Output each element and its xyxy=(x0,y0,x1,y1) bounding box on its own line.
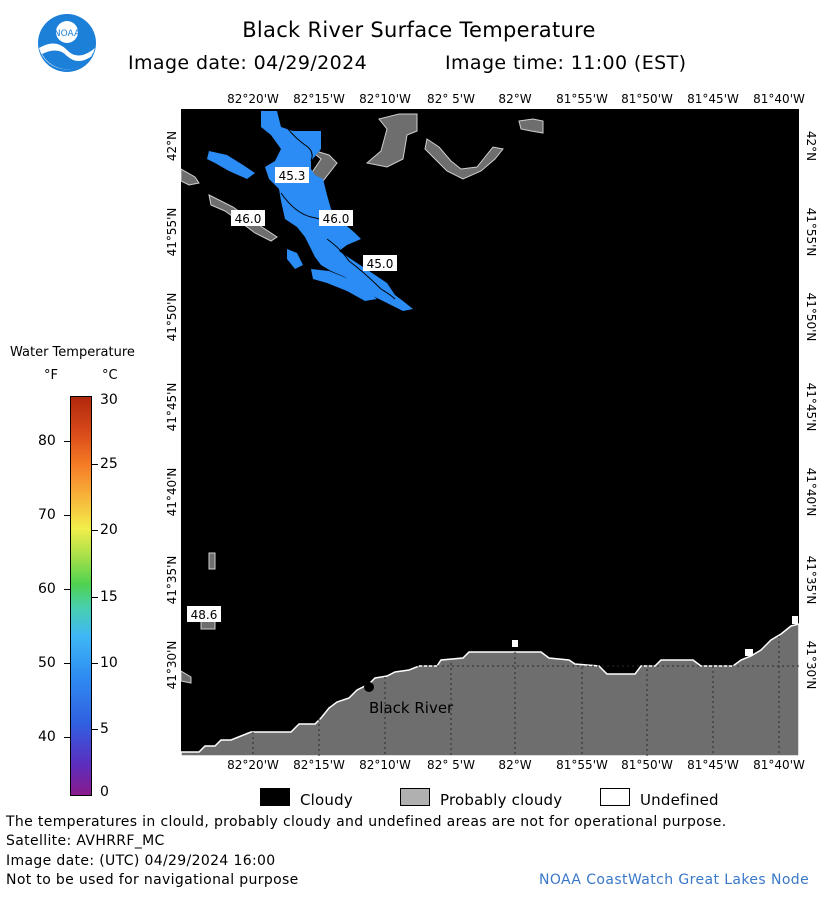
lat-label-right: 41°40'N xyxy=(804,467,818,517)
celsius-tick: 5 xyxy=(100,721,109,737)
colorbar-tickmark xyxy=(92,597,98,598)
colorbar-tickmark xyxy=(92,530,98,531)
colorbar-tickmark xyxy=(64,737,70,738)
lon-label-top: 81°50'W xyxy=(621,92,673,106)
utc-date-text: Image date: (UTC) 04/29/2024 16:00 xyxy=(6,853,276,869)
unit-fahrenheit: °F xyxy=(44,368,58,383)
undefined-area xyxy=(512,640,518,647)
lat-label-left: 41°45'N xyxy=(165,382,179,432)
celsius-tick: 20 xyxy=(100,522,118,538)
lat-label-left: 41°35'N xyxy=(165,555,179,605)
contour-label: 45.0 xyxy=(367,257,394,271)
contour-label: 45.3 xyxy=(279,169,306,183)
logo-text: NOAA xyxy=(54,29,81,39)
lon-label-bottom: 81°55'W xyxy=(556,758,608,772)
lat-label-left: 42°N xyxy=(165,130,179,162)
lon-label-top: 82°15'W xyxy=(293,92,345,106)
lon-label-bottom: 82°W xyxy=(498,758,532,772)
undefined-label: Undefined xyxy=(640,791,719,809)
page-title: Black River Surface Temperature xyxy=(242,18,596,42)
water-temperature-area xyxy=(207,111,413,311)
temperature-map: 45.3 46.0 46.0 45.0 48.6 Black River xyxy=(181,109,799,756)
lat-label-right: 41°50'N xyxy=(804,292,818,342)
probably-cloudy-label: Probably cloudy xyxy=(440,791,563,809)
contour-label: 48.6 xyxy=(191,608,218,622)
colorbar-tickmark xyxy=(92,663,98,664)
satellite-text: Satellite: AVHRRF_MC xyxy=(6,833,165,849)
lon-label-bottom: 82°15'W xyxy=(293,758,345,772)
colorbar-tickmark xyxy=(64,589,70,590)
lon-label-bottom: 82°20'W xyxy=(227,758,279,772)
contour-label: 46.0 xyxy=(235,212,262,226)
lat-label-right: 41°55'N xyxy=(804,207,818,257)
lat-label-right: 41°35'N xyxy=(804,555,818,605)
graticule xyxy=(252,636,799,756)
place-label: Black River xyxy=(369,699,454,717)
black-river-marker xyxy=(364,682,374,692)
undefined-swatch xyxy=(600,788,630,806)
lon-label-top: 82°10'W xyxy=(359,92,411,106)
fahrenheit-tick: 60 xyxy=(38,581,56,597)
temperature-colorbar xyxy=(70,396,92,796)
celsius-tick: 10 xyxy=(100,655,118,671)
lat-label-left: 41°50'N xyxy=(165,292,179,342)
land-area xyxy=(181,623,799,756)
noaa-logo: NOAA xyxy=(36,12,98,74)
lon-label-bottom: 81°40'W xyxy=(753,758,805,772)
lat-label-left: 41°30'N xyxy=(165,640,179,690)
unit-celsius: °C xyxy=(102,368,118,383)
disclaimer-text: The temperatures in clould, probably clo… xyxy=(6,814,727,830)
lon-label-top: 81°45'W xyxy=(687,92,739,106)
contour-label: 46.0 xyxy=(323,212,350,226)
colorbar-tickmark xyxy=(92,464,98,465)
lat-label-right: 41°45'N xyxy=(804,382,818,432)
lon-label-bottom: 82°10'W xyxy=(359,758,411,772)
probably-cloudy-swatch xyxy=(400,788,430,806)
legend-title: Water Temperature xyxy=(10,345,135,360)
celsius-tick: 0 xyxy=(100,784,109,800)
lon-label-top: 82°W xyxy=(498,92,532,106)
lat-label-right: 42°N xyxy=(804,130,818,162)
lat-label-left: 41°55'N xyxy=(165,207,179,257)
undefined-area xyxy=(792,616,798,624)
lat-label-left: 41°40'N xyxy=(165,467,179,517)
colorbar-tickmark xyxy=(92,729,98,730)
credit-text: NOAA CoastWatch Great Lakes Node xyxy=(539,872,810,888)
lon-label-top: 82°20'W xyxy=(227,92,279,106)
cloudy-swatch xyxy=(260,788,290,806)
lon-label-top: 82° 5'W xyxy=(427,92,475,106)
image-time: Image time: 11:00 (EST) xyxy=(445,52,687,74)
lon-label-bottom: 81°45'W xyxy=(687,758,739,772)
celsius-tick: 15 xyxy=(100,589,118,605)
colorbar-tickmark xyxy=(64,441,70,442)
fahrenheit-tick: 70 xyxy=(38,507,56,523)
colorbar-tickmark xyxy=(64,515,70,516)
colorbar-tickmark xyxy=(64,663,70,664)
undefined-area xyxy=(745,649,753,656)
lon-label-bottom: 81°50'W xyxy=(621,758,673,772)
celsius-tick: 30 xyxy=(100,392,118,408)
lon-label-top: 81°40'W xyxy=(753,92,805,106)
navigation-warning: Not to be used for navigational purpose xyxy=(6,872,299,888)
fahrenheit-tick: 80 xyxy=(38,433,56,449)
cloud-area xyxy=(181,109,799,756)
fahrenheit-tick: 50 xyxy=(38,655,56,671)
fahrenheit-tick: 40 xyxy=(38,729,56,745)
lon-label-bottom: 82° 5'W xyxy=(427,758,475,772)
lat-label-right: 41°30'N xyxy=(804,640,818,690)
cloudy-label: Cloudy xyxy=(300,791,353,809)
celsius-tick: 25 xyxy=(100,456,118,472)
lon-label-top: 81°55'W xyxy=(556,92,608,106)
image-date: Image date: 04/29/2024 xyxy=(128,52,368,74)
